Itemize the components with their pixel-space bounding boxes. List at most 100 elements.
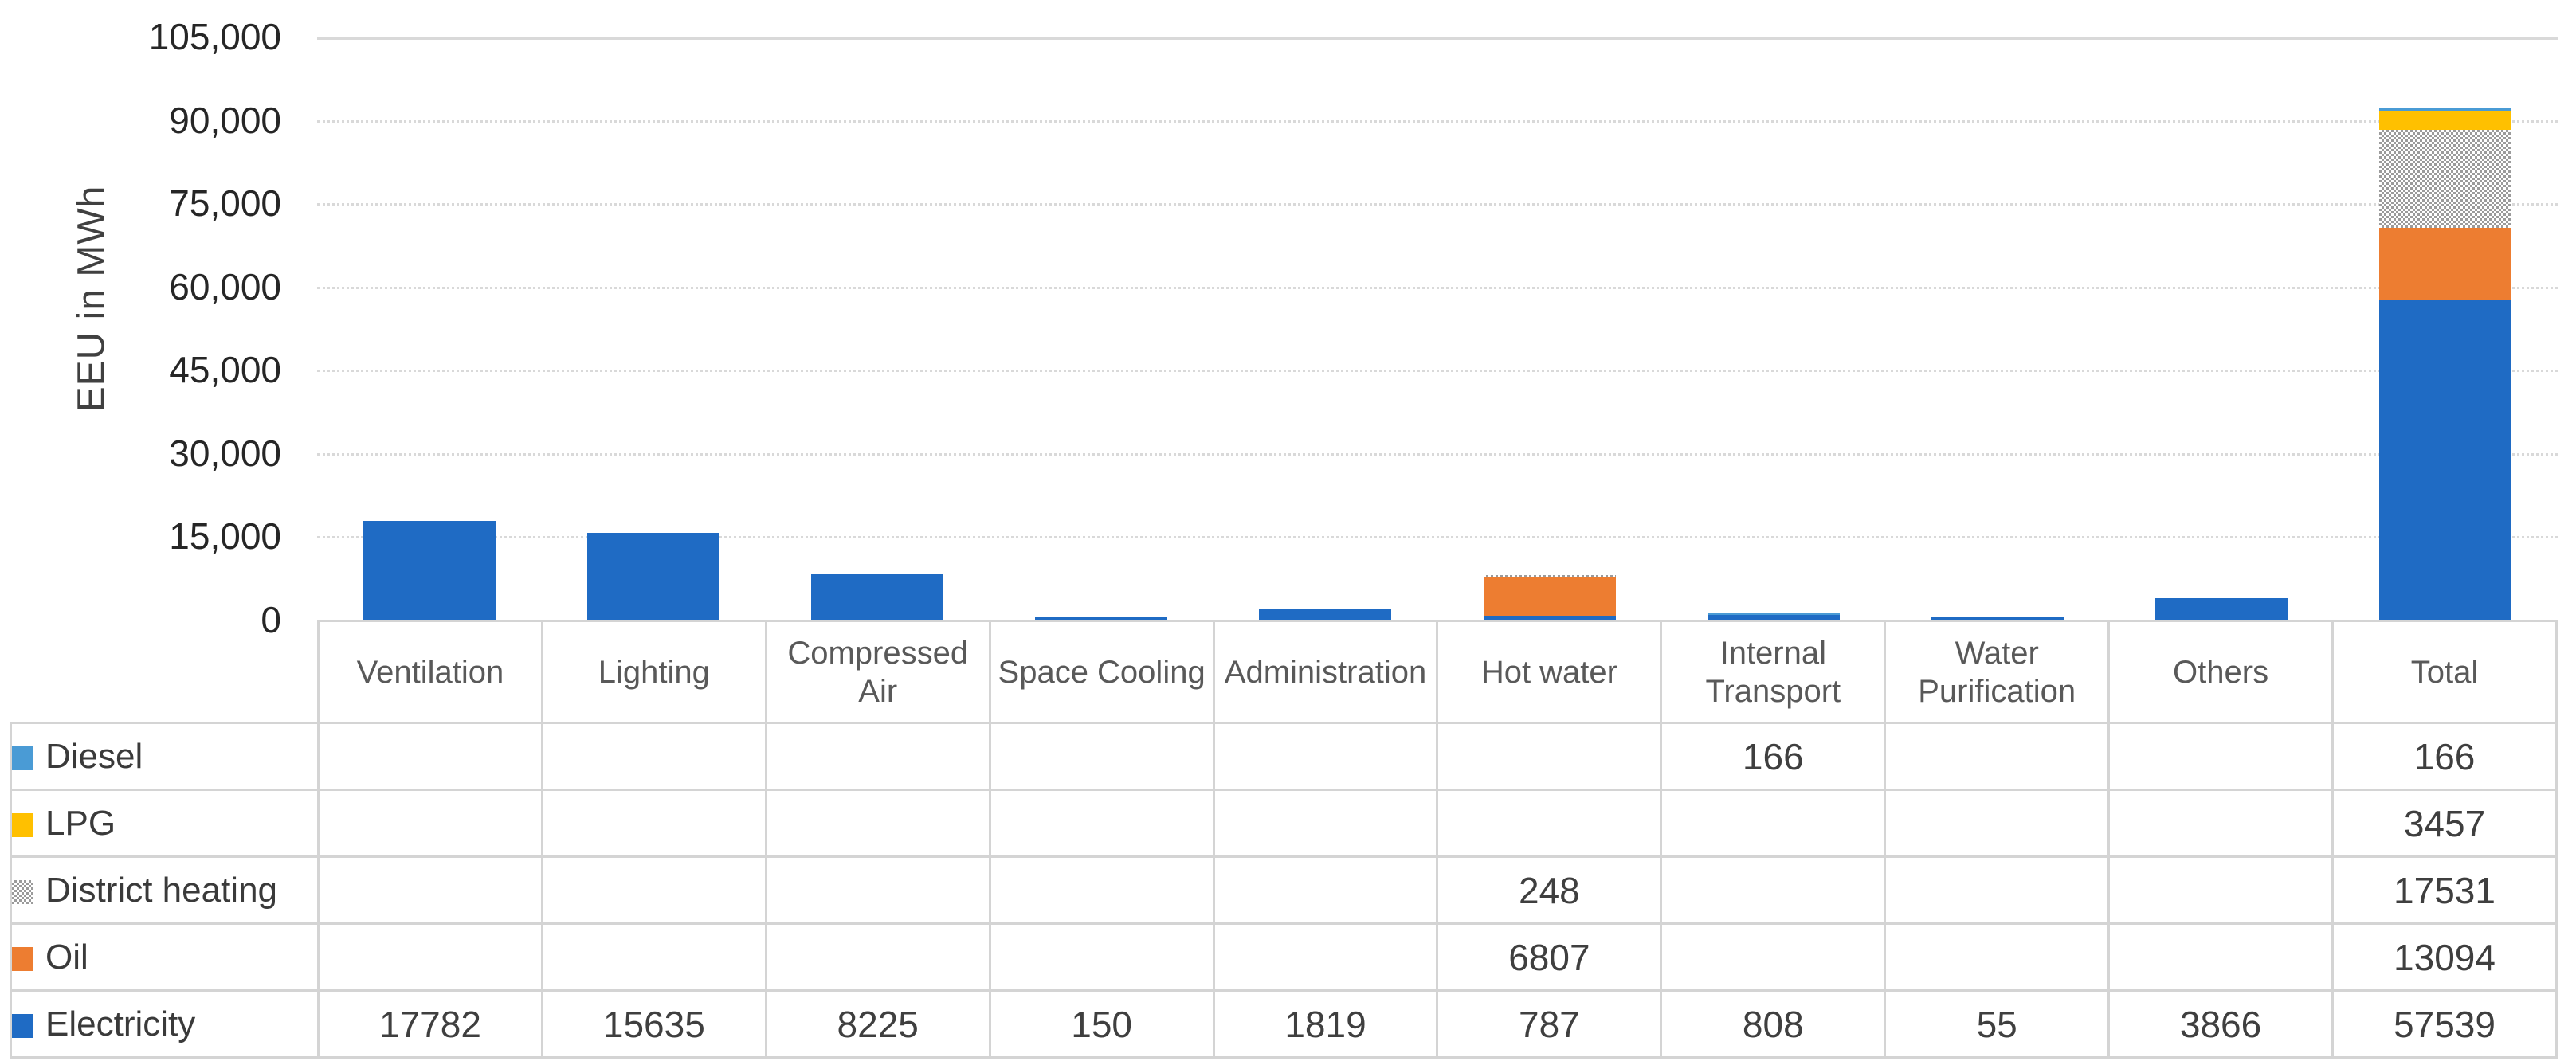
series-label: LPG xyxy=(45,803,116,843)
y-tick-label: 15,000 xyxy=(169,515,281,558)
value-cell: 3866 xyxy=(2107,989,2335,1059)
series-label-cell-electricity: Electricity xyxy=(10,989,320,1059)
y-tick-label: 105,000 xyxy=(148,16,281,57)
bar-segment-diesel-internal-transport xyxy=(1707,613,1840,616)
category-header-others: Others xyxy=(2107,620,2335,724)
value-cell xyxy=(764,722,991,791)
bar-segment-electricity-ventilation xyxy=(363,521,496,620)
value-cell xyxy=(1884,855,2111,925)
series-label-cell-diesel: Diesel xyxy=(10,722,320,791)
bar-segment-electricity-hot-water xyxy=(1483,615,1616,620)
bar-segment-electricity-internal-transport xyxy=(1707,615,1840,620)
value-cell xyxy=(1660,922,1887,992)
bar-segment-oil-total xyxy=(2379,227,2512,300)
value-cell xyxy=(988,722,1215,791)
gridline-105,000 xyxy=(317,37,2558,40)
value-cell xyxy=(1212,789,1439,858)
bar-segment-electricity-administration xyxy=(1259,609,1392,620)
category-header-water-purification: Water Purification xyxy=(1884,620,2111,724)
value-cell xyxy=(317,855,543,925)
value-cell xyxy=(988,789,1215,858)
series-label-cell-district-heating: District heating xyxy=(10,855,320,925)
value-cell xyxy=(1884,789,2111,858)
value-cell: 166 xyxy=(2331,722,2558,791)
value-cell: 17782 xyxy=(317,989,543,1059)
value-cell xyxy=(1212,722,1439,791)
category-header-administration: Administration xyxy=(1212,620,1439,724)
value-cell xyxy=(540,922,767,992)
category-header-total: Total xyxy=(2331,620,2558,724)
legend-swatch-district-heating xyxy=(12,879,33,904)
value-cell: 3457 xyxy=(2331,789,2558,858)
value-cell: 17531 xyxy=(2331,855,2558,925)
table-row-lpg: LPG 3457 xyxy=(10,789,2558,858)
value-cell: 808 xyxy=(1660,989,1887,1059)
category-header-space-cooling: Space Cooling xyxy=(988,620,1215,724)
gridline-75,000 xyxy=(317,203,2558,206)
value-cell xyxy=(764,789,991,858)
y-tick-label: 30,000 xyxy=(169,432,281,474)
series-label: District heating xyxy=(45,870,278,910)
value-cell: 166 xyxy=(1660,722,1887,791)
value-cell xyxy=(540,855,767,925)
value-cell xyxy=(1436,722,1663,791)
legend-swatch-electricity xyxy=(12,1013,33,1038)
gridline-30,000 xyxy=(317,452,2558,456)
value-cell: 1819 xyxy=(1212,989,1439,1059)
bar-segment-diesel-total xyxy=(2379,108,2512,112)
value-cell xyxy=(1660,855,1887,925)
y-tick-label: 0 xyxy=(261,599,281,640)
value-cell xyxy=(2107,922,2335,992)
chart-data-table: Ventilation Lighting Compressed Air Space C… xyxy=(10,620,2558,1059)
legend-swatch-lpg xyxy=(12,812,33,837)
value-cell xyxy=(988,922,1215,992)
value-cell: 787 xyxy=(1436,989,1663,1059)
series-label-cell-oil: Oil xyxy=(10,922,320,992)
value-cell xyxy=(317,722,543,791)
y-tick-label: 75,000 xyxy=(169,182,281,225)
legend-swatch-oil xyxy=(12,946,33,971)
value-cell xyxy=(1884,922,2111,992)
y-tick-label: 45,000 xyxy=(169,349,281,391)
table-row-district-heating: District heating 248 17531 xyxy=(10,855,2558,925)
value-cell xyxy=(540,789,767,858)
value-cell xyxy=(764,855,991,925)
table-row-diesel: Diesel 166 166 xyxy=(10,722,2558,791)
value-cell xyxy=(317,922,543,992)
value-cell: 150 xyxy=(988,989,1215,1059)
value-cell xyxy=(1212,922,1439,992)
legend-swatch-diesel xyxy=(12,746,33,770)
bar-segment-electricity-compressed-air xyxy=(811,574,943,620)
bar-segment-electricity-space-cooling xyxy=(1035,617,1168,620)
bar-segment-district-heating-hot-water xyxy=(1483,575,1616,578)
bar-segment-electricity-total xyxy=(2379,300,2512,620)
value-cell xyxy=(1884,722,2111,791)
gridline-60,000 xyxy=(317,286,2558,289)
value-cell xyxy=(2107,855,2335,925)
gridline-90,000 xyxy=(317,119,2558,123)
category-header-compressed-air: Compressed Air xyxy=(764,620,991,724)
value-cell xyxy=(1212,855,1439,925)
category-header-lighting: Lighting xyxy=(540,620,767,724)
value-cell: 6807 xyxy=(1436,922,1663,992)
value-cell xyxy=(1436,789,1663,858)
bar-segment-electricity-others xyxy=(2155,598,2288,620)
value-cell: 248 xyxy=(1436,855,1663,925)
category-header-internal-transport: Internal Transport xyxy=(1660,620,1887,724)
value-cell xyxy=(540,722,767,791)
y-tick-label: 90,000 xyxy=(169,99,281,141)
table-header-row: Ventilation Lighting Compressed Air Space C… xyxy=(11,620,2558,724)
bar-segment-lpg-total xyxy=(2379,111,2512,131)
value-cell xyxy=(2107,722,2335,791)
value-cell xyxy=(764,922,991,992)
table-row-electricity: Electricity 17782 15635 8225 150 1819 787 808 55… xyxy=(10,989,2558,1059)
bar-segment-district-heating-total xyxy=(2379,130,2512,228)
value-cell xyxy=(988,855,1215,925)
value-cell: 57539 xyxy=(2331,989,2558,1059)
table-row-oil: Oil 6807 13094 xyxy=(10,922,2558,992)
series-label: Oil xyxy=(45,937,88,977)
series-label: Diesel xyxy=(45,736,143,776)
series-label: Electricity xyxy=(45,1004,196,1043)
category-header-hot-water: Hot water xyxy=(1436,620,1663,724)
